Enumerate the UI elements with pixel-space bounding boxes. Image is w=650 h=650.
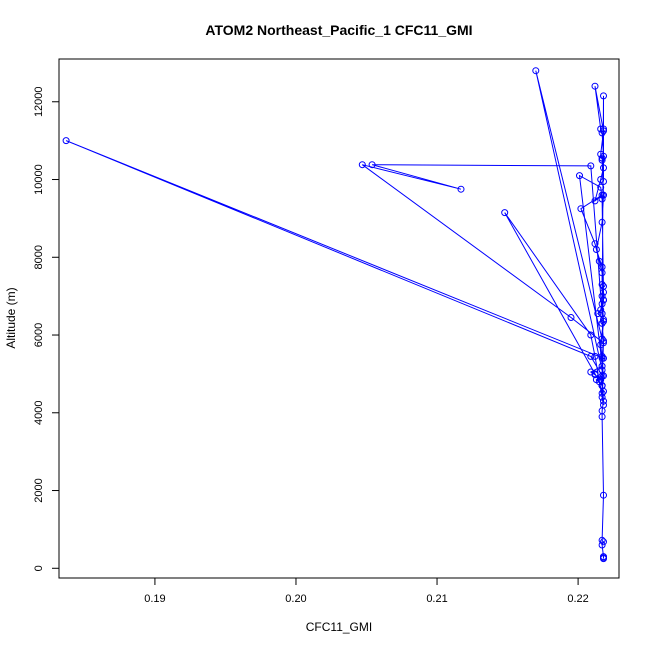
data-point bbox=[600, 401, 607, 409]
data-point bbox=[598, 536, 606, 544]
data-point bbox=[592, 246, 600, 253]
data-point bbox=[600, 317, 607, 325]
data-point bbox=[600, 178, 607, 185]
data-point bbox=[567, 314, 575, 321]
data-point bbox=[576, 172, 583, 180]
data-point bbox=[600, 397, 607, 405]
data-point bbox=[501, 209, 509, 217]
data-point bbox=[598, 372, 606, 380]
data-point bbox=[587, 331, 595, 339]
data-point bbox=[598, 393, 606, 401]
data-point bbox=[600, 152, 607, 160]
y-tick-label: 0 bbox=[33, 565, 45, 571]
data-point bbox=[598, 263, 606, 271]
data-point bbox=[597, 125, 605, 133]
y-tick-label: 8000 bbox=[33, 245, 45, 269]
x-tick-label: 0.20 bbox=[285, 593, 306, 605]
x-tick-label: 0.22 bbox=[567, 593, 588, 605]
data-point bbox=[587, 368, 595, 376]
data-point bbox=[598, 382, 606, 390]
data-point bbox=[598, 292, 606, 300]
data-point bbox=[600, 92, 607, 100]
y-tick-label: 4000 bbox=[33, 401, 45, 425]
y-axis: 0 2000 4000 6000 8000 10000 12000 bbox=[33, 86, 59, 571]
data-point bbox=[598, 352, 606, 360]
data-point bbox=[600, 288, 607, 296]
x-axis: 0.19 0.20 0.21 0.22 bbox=[144, 578, 589, 605]
data-point bbox=[598, 319, 606, 327]
series-line bbox=[65, 70, 605, 559]
data-point bbox=[598, 335, 606, 343]
data-point bbox=[600, 191, 607, 199]
data-point bbox=[598, 156, 606, 164]
data-point bbox=[532, 67, 540, 75]
data-point bbox=[598, 541, 606, 549]
data-point bbox=[598, 281, 606, 288]
data-point bbox=[598, 154, 606, 162]
plot-area-frame bbox=[58, 58, 620, 579]
y-tick-label: 6000 bbox=[33, 323, 45, 347]
data-series bbox=[62, 67, 607, 563]
data-point bbox=[591, 352, 599, 360]
data-point bbox=[368, 161, 376, 169]
data-point bbox=[600, 125, 607, 133]
data-point bbox=[595, 257, 603, 265]
data-point bbox=[598, 218, 606, 226]
data-point bbox=[600, 538, 607, 546]
x-tick-label: 0.19 bbox=[144, 593, 165, 605]
data-point bbox=[600, 354, 607, 362]
chart-title: ATOM2 Northeast_Pacific_1 CFC11_GMI bbox=[205, 22, 472, 38]
y-tick-label: 10000 bbox=[33, 164, 45, 195]
y-tick-label: 12000 bbox=[33, 86, 45, 117]
data-point bbox=[600, 337, 607, 345]
y-tick-label: 2000 bbox=[33, 478, 45, 502]
data-point bbox=[358, 161, 366, 169]
data-point bbox=[591, 82, 599, 90]
data-point bbox=[600, 339, 607, 347]
data-point bbox=[598, 195, 606, 203]
data-point bbox=[597, 183, 605, 191]
data-point bbox=[592, 376, 600, 384]
data-point bbox=[587, 352, 595, 360]
x-axis-label: CFC11_GMI bbox=[306, 620, 372, 634]
data-point bbox=[591, 197, 599, 205]
data-point bbox=[598, 362, 606, 370]
data-point bbox=[598, 300, 606, 308]
data-point bbox=[600, 491, 607, 499]
x-tick-label: 0.21 bbox=[426, 593, 447, 605]
data-point bbox=[62, 137, 70, 145]
data-point bbox=[600, 296, 607, 304]
data-point bbox=[598, 389, 606, 397]
y-axis-label: Altitude (m) bbox=[4, 287, 18, 348]
data-point bbox=[600, 553, 607, 561]
data-point bbox=[598, 129, 606, 137]
data-point bbox=[598, 310, 606, 318]
data-point bbox=[587, 162, 595, 170]
data-point bbox=[600, 164, 607, 172]
data-point bbox=[457, 185, 465, 193]
data-point bbox=[577, 205, 585, 213]
